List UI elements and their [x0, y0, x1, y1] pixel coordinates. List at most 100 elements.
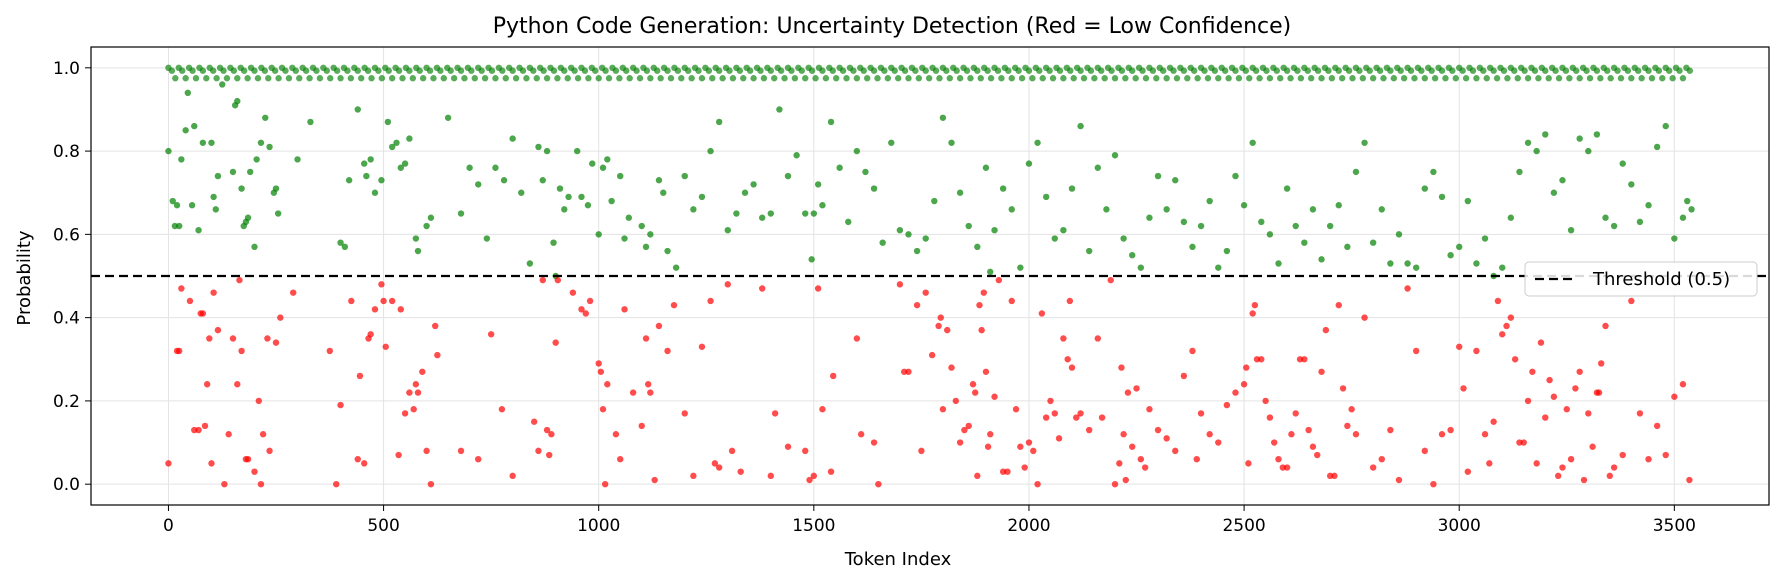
- point-high-confidence: [932, 67, 940, 74]
- point-high-confidence: [657, 75, 664, 82]
- point-high-confidence: [1206, 197, 1213, 205]
- point-high-confidence: [1356, 67, 1363, 74]
- point-high-confidence: [337, 75, 344, 82]
- point-high-confidence: [1462, 75, 1470, 82]
- point-high-confidence: [1154, 172, 1162, 180]
- point-low-confidence: [1499, 331, 1506, 338]
- point-high-confidence: [1593, 67, 1601, 74]
- point-high-confidence: [397, 164, 404, 171]
- point-low-confidence: [1118, 364, 1125, 371]
- point-high-confidence: [354, 67, 361, 74]
- point-high-confidence: [1421, 75, 1428, 82]
- point-high-confidence: [499, 67, 506, 74]
- point-high-confidence: [1335, 67, 1342, 74]
- point-high-confidence: [285, 75, 293, 82]
- point-high-confidence: [184, 89, 192, 97]
- point-low-confidence: [1064, 356, 1071, 363]
- point-high-confidence: [767, 210, 775, 217]
- point-low-confidence: [1542, 414, 1549, 421]
- point-low-confidence: [1537, 339, 1545, 346]
- point-high-confidence: [1645, 202, 1652, 209]
- point-high-confidence: [698, 193, 706, 201]
- point-low-confidence: [1447, 426, 1454, 434]
- point-high-confidence: [1431, 75, 1439, 82]
- point-high-confidence: [1585, 147, 1592, 155]
- point-low-confidence: [1438, 431, 1446, 438]
- point-low-confidence: [1361, 314, 1368, 321]
- point-low-confidence: [1520, 439, 1527, 446]
- legend: Threshold (0.5): [1524, 261, 1758, 297]
- point-low-confidence: [759, 285, 766, 292]
- point-high-confidence: [199, 139, 207, 146]
- point-high-confidence: [416, 67, 423, 74]
- point-low-confidence: [1481, 431, 1489, 438]
- point-high-confidence: [1275, 260, 1282, 267]
- point-low-confidence: [1163, 435, 1170, 442]
- chart-title: Python Code Generation: Uncertainty Dete…: [493, 14, 1292, 39]
- point-low-confidence: [238, 347, 245, 355]
- point-low-confidence: [244, 456, 252, 463]
- point-low-confidence: [827, 468, 835, 475]
- point-high-confidence: [1504, 75, 1511, 82]
- point-high-confidence: [760, 75, 768, 82]
- point-high-confidence: [1283, 185, 1291, 192]
- point-high-confidence: [292, 67, 300, 74]
- point-high-confidence: [654, 67, 661, 74]
- point-high-confidence: [223, 75, 231, 82]
- point-low-confidence: [199, 310, 207, 317]
- point-high-confidence: [399, 75, 406, 82]
- point-high-confidence: [1380, 75, 1387, 82]
- point-high-confidence: [488, 67, 496, 74]
- point-high-confidence: [1172, 177, 1179, 184]
- point-high-confidence: [1309, 206, 1317, 213]
- point-high-confidence: [275, 75, 282, 82]
- point-high-confidence: [341, 243, 349, 251]
- point-low-confidence: [1503, 322, 1510, 330]
- point-high-confidence: [1170, 67, 1177, 74]
- point-high-confidence: [565, 193, 572, 201]
- point-high-confidence: [168, 67, 176, 74]
- point-low-confidence: [487, 331, 495, 338]
- point-low-confidence: [670, 301, 678, 309]
- point-high-confidence: [1215, 264, 1222, 271]
- point-high-confidence: [819, 202, 826, 209]
- point-high-confidence: [406, 67, 413, 74]
- point-high-confidence: [888, 139, 895, 146]
- point-high-confidence: [1473, 260, 1480, 267]
- point-high-confidence: [169, 197, 176, 205]
- point-low-confidence: [1490, 418, 1497, 425]
- point-high-confidence: [894, 75, 902, 82]
- point-high-confidence: [1614, 67, 1621, 74]
- point-high-confidence: [1459, 67, 1466, 74]
- point-low-confidence: [1486, 460, 1493, 467]
- point-high-confidence: [244, 214, 252, 221]
- point-low-confidence: [905, 368, 912, 375]
- point-high-confidence: [1070, 75, 1077, 82]
- point-high-confidence: [1242, 67, 1250, 74]
- point-high-confidence: [274, 210, 282, 217]
- point-low-confidence: [922, 289, 929, 296]
- point-high-confidence: [1469, 67, 1477, 74]
- point-low-confidence: [1309, 443, 1317, 450]
- point-high-confidence: [302, 67, 310, 74]
- point-high-confidence: [939, 114, 947, 121]
- point-high-confidence: [364, 67, 372, 74]
- point-high-confidence: [1060, 75, 1067, 82]
- point-high-confidence: [808, 67, 816, 74]
- point-low-confidence: [1073, 414, 1080, 421]
- point-high-confidence: [827, 118, 835, 126]
- point-high-confidence: [781, 75, 788, 82]
- point-high-confidence: [956, 75, 964, 82]
- point-low-confidence: [715, 464, 723, 471]
- point-low-confidence: [1292, 410, 1299, 417]
- point-high-confidence: [884, 75, 892, 82]
- point-low-confidence: [870, 439, 878, 446]
- point-low-confidence: [214, 326, 222, 334]
- point-high-confidence: [1101, 75, 1108, 82]
- point-low-confidence: [604, 381, 611, 388]
- point-low-confidence: [1042, 414, 1050, 421]
- point-low-confidence: [1572, 385, 1579, 392]
- point-high-confidence: [363, 172, 370, 180]
- point-high-confidence: [946, 75, 953, 82]
